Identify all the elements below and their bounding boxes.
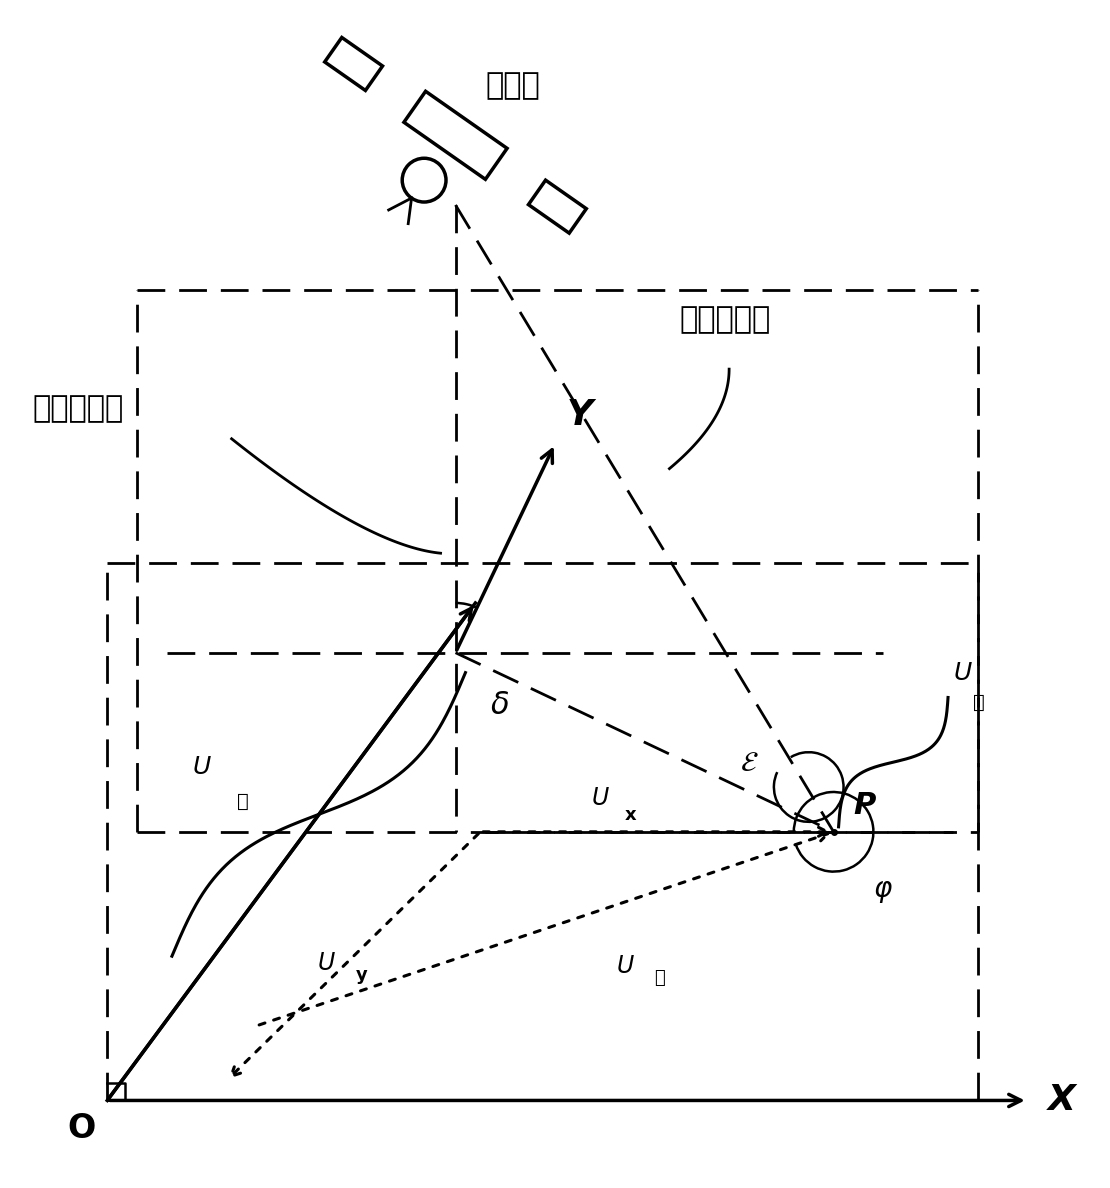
Text: $\mathcal{E}$: $\mathcal{E}$: [740, 750, 759, 777]
Text: $U$: $U$: [192, 756, 212, 779]
Text: x: x: [625, 805, 636, 823]
Text: 视: 视: [972, 693, 985, 712]
Text: P: P: [854, 791, 876, 820]
Text: $U$: $U$: [953, 661, 972, 684]
Text: X: X: [1048, 1083, 1076, 1118]
Text: $U$: $U$: [317, 952, 336, 975]
Text: 卫星视方向: 卫星视方向: [679, 305, 770, 334]
Text: O: O: [67, 1112, 95, 1145]
Text: $U$: $U$: [591, 786, 609, 810]
Text: $δ$: $δ$: [491, 690, 509, 720]
Text: 施测点: 施测点: [485, 71, 541, 101]
Text: 轨: 轨: [236, 792, 249, 811]
Text: Y: Y: [567, 398, 593, 431]
Text: 总: 总: [655, 968, 665, 986]
Text: y: y: [356, 966, 367, 984]
Text: $U$: $U$: [616, 954, 635, 978]
Text: $φ$: $φ$: [874, 877, 894, 904]
Text: 地平面垂线: 地平面垂线: [32, 394, 124, 423]
